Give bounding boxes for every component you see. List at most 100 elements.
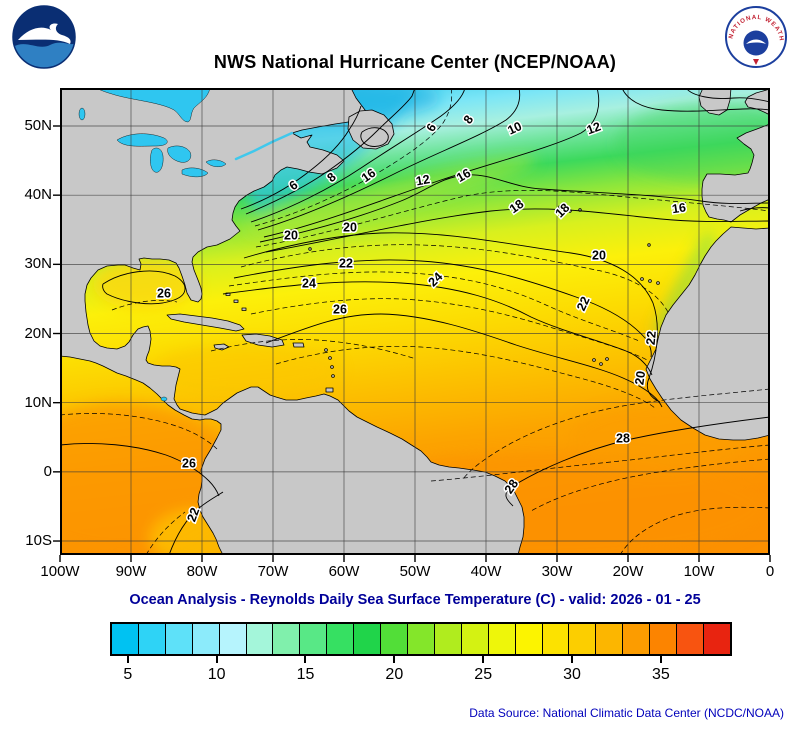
lon-label: 60W [328, 563, 360, 580]
lake-superior [116, 133, 168, 147]
lat-label: 50N [24, 117, 52, 134]
lat-label: 10S [25, 532, 52, 550]
noaa-logo [12, 5, 76, 69]
nws-bird-icon [746, 39, 766, 44]
colorbar-cell [703, 624, 730, 654]
land-newfoundland [347, 109, 395, 150]
lon-label: 70W [257, 563, 289, 580]
colorbar-cell [354, 624, 382, 654]
lake-michigan [150, 147, 164, 173]
contour-label: 26 [157, 286, 171, 300]
island-madeira [647, 243, 651, 247]
colorbar-tick [482, 656, 485, 663]
island-bahamas [233, 299, 239, 303]
island-antilles [331, 374, 335, 378]
map-frame [60, 88, 770, 555]
lake-erie [181, 167, 209, 178]
contour-label: 26 [333, 302, 347, 316]
island-canaries [656, 281, 660, 285]
contour-label: 26 [182, 456, 196, 470]
lon-label: 0 [765, 563, 775, 580]
colorbar-cell [192, 624, 220, 654]
nws-globe-icon [743, 30, 769, 56]
lon-label: 20W [612, 563, 644, 580]
island-antilles [328, 356, 332, 360]
colorbar-cell [515, 624, 543, 654]
colorbar-cell [650, 624, 678, 654]
island-antilles [324, 348, 328, 352]
lon-label: 50W [399, 563, 431, 580]
data-source-note: Data Source: National Climatic Data Cent… [469, 706, 784, 720]
colorbar-cell [112, 624, 139, 654]
contour-label: 22 [339, 256, 353, 270]
colorbar-cell [677, 624, 704, 654]
colorbar-tick [126, 656, 129, 663]
colorbar-cell [165, 624, 193, 654]
colorbar-tick [393, 656, 396, 663]
colorbar-cell [434, 624, 462, 654]
contour-label: 12 [415, 172, 431, 188]
contour-label: 12 [585, 119, 603, 137]
colorbar-cell [461, 624, 489, 654]
island-bahamas [241, 307, 247, 311]
colorbar-cell [381, 624, 408, 654]
contour-label: 28 [616, 431, 630, 445]
contour-label: 22 [644, 330, 659, 345]
island-azores [558, 205, 562, 209]
contour-label: 16 [671, 200, 687, 216]
hudson-bay [95, 88, 211, 123]
page-title: NWS National Hurricane Center (NCEP/NOAA… [213, 52, 617, 72]
colorbar-tick [571, 656, 574, 663]
nws-flag-icon [753, 59, 759, 65]
contour-label: 20 [592, 248, 606, 262]
land-puerto-rico [292, 342, 305, 348]
isotherms-dashed [60, 88, 770, 555]
colorbar-cell [407, 624, 435, 654]
contour-label: 20 [284, 228, 298, 242]
axis-ticks [53, 125, 771, 562]
colorbar-tick-label: 5 [123, 666, 133, 683]
land-cuba [166, 313, 245, 332]
lake-huron [167, 145, 192, 163]
colorbar-cell [273, 624, 301, 654]
colorbar-tick-label: 35 [652, 666, 670, 683]
contour-label: 22 [184, 506, 202, 524]
island-antilles [330, 365, 334, 369]
colorbar [110, 622, 732, 656]
isotherms-solid [60, 88, 770, 555]
colorbar-tick-label: 10 [207, 666, 226, 683]
colorbar-cell [542, 624, 570, 654]
island-canaries [648, 279, 652, 283]
noaa-logo-ring [12, 5, 76, 69]
colorbar-tick [659, 656, 662, 663]
island-trinidad [325, 387, 334, 393]
st-lawrence-river [234, 131, 294, 161]
colorbar-cell [488, 624, 516, 654]
inland-water [78, 88, 294, 402]
lon-label: 100W [40, 563, 80, 580]
noaa-logo-sea [13, 42, 75, 68]
colorbar-tick-label: 30 [563, 666, 581, 683]
land-americas [60, 88, 525, 555]
lon-label: 10W [683, 563, 715, 580]
lake-ontario [205, 159, 227, 167]
island-canaries [640, 277, 644, 281]
colorbar-tick [304, 656, 307, 663]
sst-map: 6 8 10 12 6 8 16 12 16 16 18 18 20 20 20 22 22 24 24 26 26 22… [53, 88, 771, 562]
land-ireland [698, 88, 732, 116]
colorbar-cell [327, 624, 355, 654]
island-cape-verde [592, 358, 596, 362]
lon-label: 80W [186, 563, 218, 580]
colorbar-tick-label: 25 [474, 666, 493, 683]
colorbar-tick [215, 656, 218, 663]
land-hispaniola [241, 333, 285, 348]
colorbar-tick-label: 20 [385, 666, 404, 683]
noaa-bird-icon [18, 23, 71, 44]
lake-nicaragua [160, 396, 168, 402]
land-europe [701, 123, 770, 223]
colorbar-cell [300, 624, 328, 654]
lat-label: 30N [24, 255, 52, 273]
lake-winnipeg [78, 107, 86, 121]
